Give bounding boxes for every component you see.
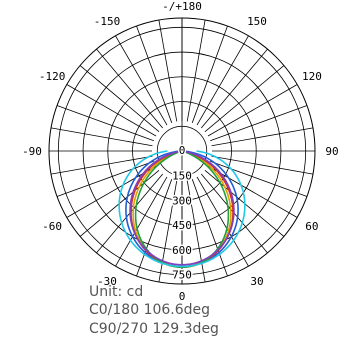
c90-beam-angle: C90/270 129.3deg <box>89 321 219 337</box>
spoke-120 <box>207 84 298 137</box>
spoke-30 <box>196 176 249 267</box>
spoke-20 <box>191 179 228 277</box>
spoke-80 <box>211 155 314 175</box>
spoke-60 <box>207 165 298 218</box>
spoke-160 <box>191 25 228 123</box>
angle-label-120: 120 <box>302 70 322 83</box>
radial-tick-label-600: 600 <box>172 244 192 257</box>
series-curve-4 <box>134 150 230 269</box>
radial-tick-label-300: 300 <box>172 194 192 207</box>
spoke-230 <box>79 65 160 133</box>
angle-label--30: -30 <box>97 275 117 288</box>
angle-label-90: 90 <box>325 145 338 158</box>
unit-label: Unit: cd <box>89 284 144 300</box>
spoke-200 <box>136 25 173 123</box>
angle-label-150: 150 <box>247 15 267 28</box>
spoke-220 <box>96 48 164 129</box>
spoke-170 <box>186 19 206 122</box>
c0-beam-angle: C0/180 106.6deg <box>89 302 211 318</box>
angle-label-0: 0 <box>179 290 186 300</box>
spoke-350 <box>158 180 178 283</box>
spoke-280 <box>50 155 153 175</box>
angle-label--60: -60 <box>42 220 62 233</box>
angle-label-60: 60 <box>305 220 318 233</box>
spoke-190 <box>158 19 178 122</box>
radial-tick-label-0: 0 <box>179 144 186 157</box>
angle-label--90: -90 <box>22 145 42 158</box>
angle-label-30: 30 <box>250 275 263 288</box>
spoke-340 <box>136 179 173 277</box>
spoke-250 <box>56 105 154 142</box>
series-curve-5 <box>129 150 235 266</box>
spoke-70 <box>210 160 308 197</box>
spoke-130 <box>204 65 285 133</box>
radial-tick-label-450: 450 <box>172 219 192 232</box>
spoke-110 <box>210 105 308 142</box>
spoke-10 <box>186 180 206 283</box>
spoke-240 <box>66 84 157 137</box>
radial-tick-label-750: 750 <box>172 269 192 282</box>
spoke-100 <box>211 127 314 147</box>
spoke-260 <box>50 127 153 147</box>
angle-label-180: -/+180 <box>162 0 202 13</box>
radial-tick-label-150: 150 <box>172 170 192 183</box>
spoke-150 <box>196 35 249 126</box>
spoke-330 <box>115 176 168 267</box>
series-curve-6 <box>118 150 246 268</box>
spoke-290 <box>56 160 154 197</box>
angle-label--150: -150 <box>94 15 121 28</box>
angle-label--120: -120 <box>39 70 66 83</box>
polar-candela-chart: 0150300450600750-/+180150-150120-12090-9… <box>22 0 339 300</box>
spoke-300 <box>66 165 157 218</box>
spoke-140 <box>200 48 268 129</box>
spoke-210 <box>115 35 168 126</box>
